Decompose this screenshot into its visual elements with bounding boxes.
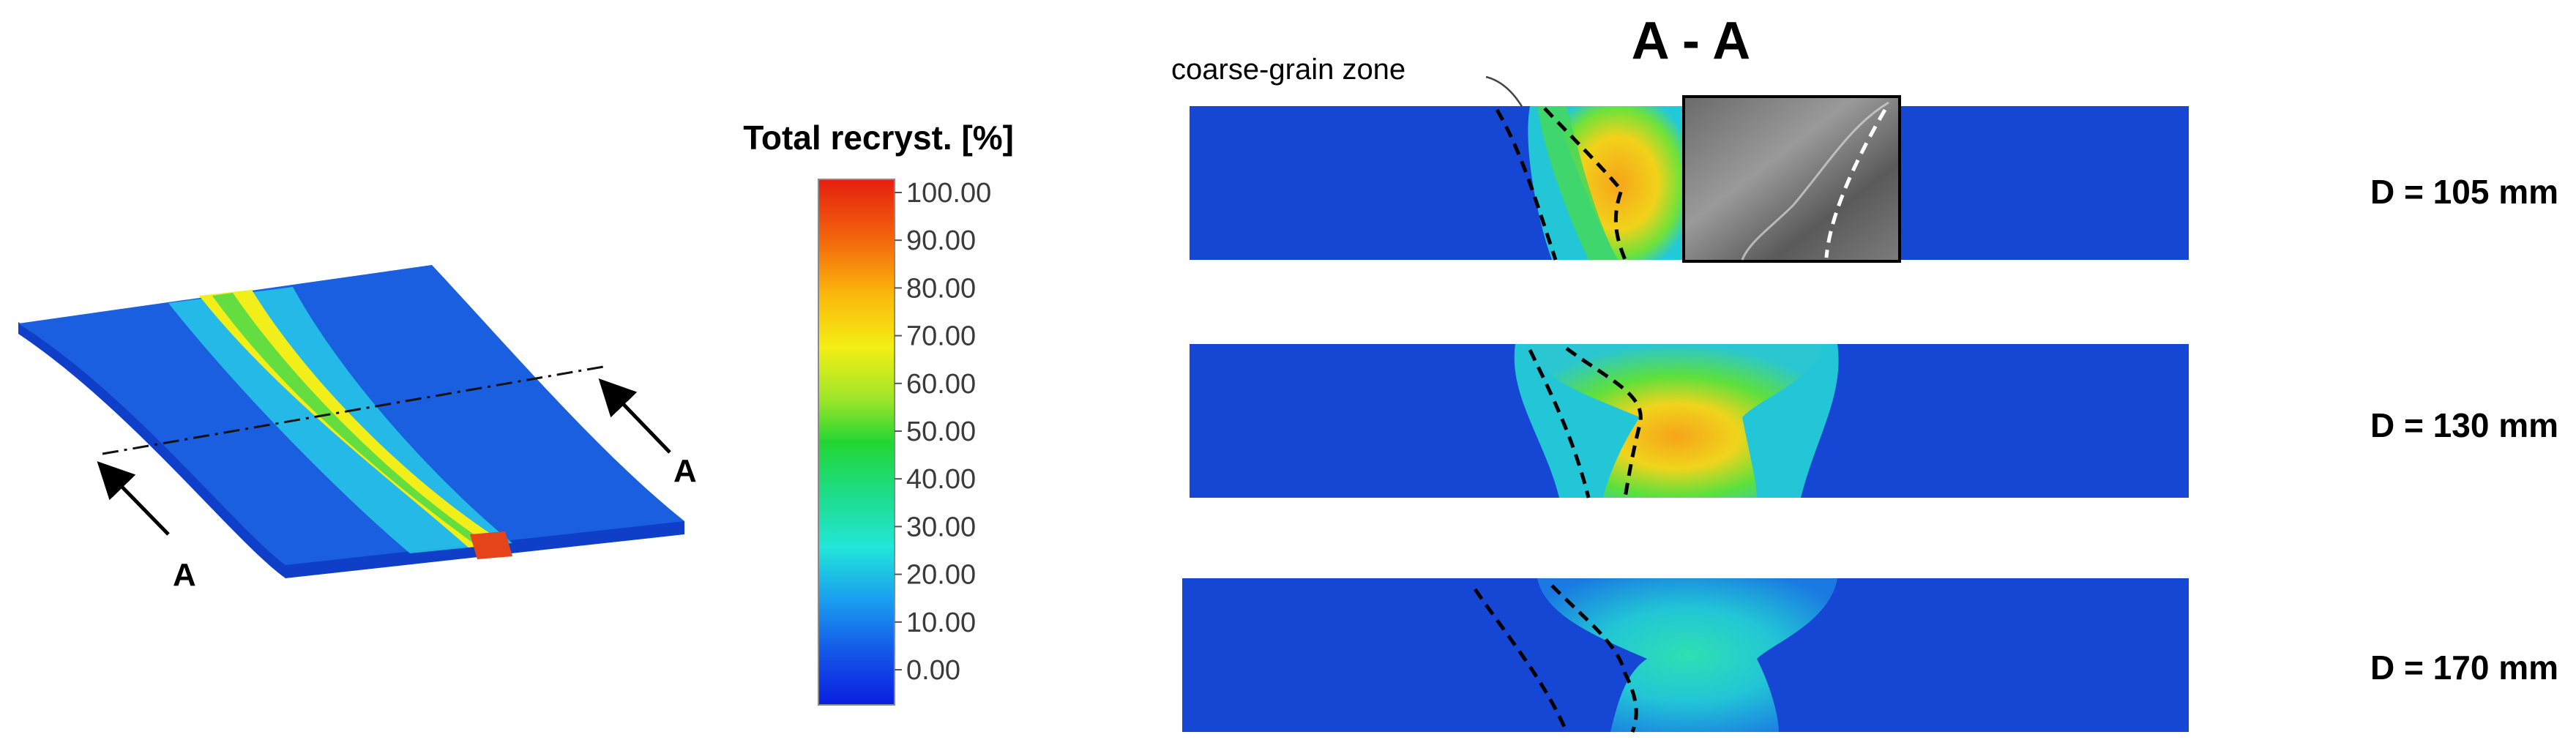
micrograph-fusion-line — [1824, 108, 1887, 258]
weld-band-edge — [212, 293, 489, 546]
legend-title: Total recryst. [%] — [743, 119, 1014, 157]
colorbar-legend: Total recryst. [%] 100.00 90.00 80.00 70.00… — [743, 119, 1014, 706]
section-2-fusion-line-outer — [1528, 348, 1591, 498]
cross-section-1: D = 105 mm — [1190, 95, 2558, 263]
section-2-weld-zone — [1530, 344, 1823, 498]
section-label-left: A — [173, 557, 196, 593]
cross-section-2: D = 130 mm — [1190, 344, 2558, 498]
section-3-fusion-line-inner — [1550, 584, 1638, 733]
section-1-fusion-line-inner — [1543, 107, 1627, 261]
section-arrow-left — [97, 461, 170, 536]
section-label-right: A — [673, 453, 697, 489]
colorbar-tick-label: 60.00 — [906, 369, 976, 400]
section-1-green-edge — [1537, 106, 1618, 260]
colorbar-tick-label: 70.00 — [906, 321, 976, 352]
colorbar-ticks: 100.00 90.00 80.00 70.00 60.00 50.00 40.00 30.0… — [895, 178, 991, 686]
micrograph-image — [1682, 95, 1901, 263]
section-3-label: D = 170 mm — [2370, 649, 2558, 687]
section-arrow-right — [598, 378, 671, 454]
colorbar-tick-label: 90.00 — [906, 225, 976, 256]
section-1-fusion-line-outer — [1495, 108, 1558, 261]
colorbar-tick-label: 100.00 — [906, 178, 991, 209]
cross-section-3: D = 170 mm — [1182, 578, 2558, 733]
section-cut-line — [102, 365, 608, 455]
colorbar-tick-label: 80.00 — [906, 273, 976, 304]
colorbar-tick-label: 20.00 — [906, 560, 976, 591]
section-1-weld-zone — [1552, 106, 1684, 260]
colorbar-tick-label: 40.00 — [906, 464, 976, 495]
section-1-label: D = 105 mm — [2370, 173, 2558, 211]
colorbar-tick-label: 10.00 — [906, 608, 976, 638]
section-2-fusion-line-inner — [1565, 346, 1643, 498]
micrograph-grain-boundary — [1741, 101, 1889, 261]
colorbar-tick-label: 30.00 — [906, 512, 976, 542]
colorbar-tick-label: 0.00 — [906, 655, 960, 686]
section-3-fusion-line-outer — [1473, 588, 1569, 733]
section-2-label: D = 130 mm — [2370, 406, 2558, 444]
section-3-haz — [1537, 578, 1837, 732]
weld-end-hotspot — [470, 531, 512, 559]
colorbar-tick-label: 50.00 — [906, 416, 976, 447]
section-title: A - A — [1632, 12, 1751, 70]
plate-3d-view: A A — [18, 265, 697, 593]
coarse-grain-annotation: coarse-grain zone — [1171, 53, 1405, 86]
colorbar — [818, 179, 895, 706]
